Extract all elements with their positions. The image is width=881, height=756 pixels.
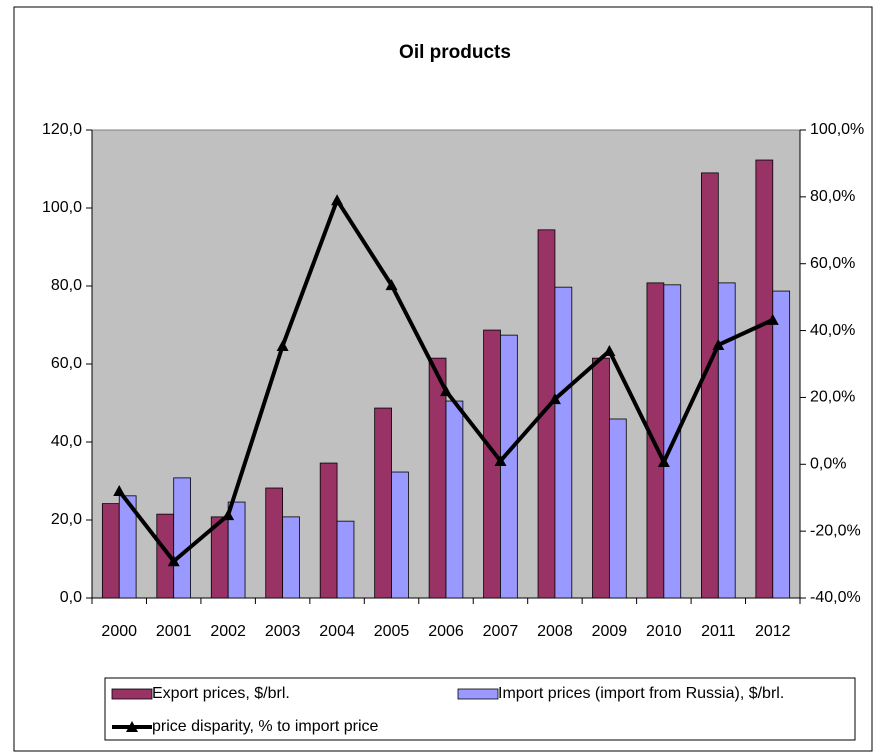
- y-tick-label: 40,0: [51, 433, 82, 450]
- y-tick-label: 60,0: [51, 355, 82, 372]
- x-tick-label: 2006: [428, 623, 464, 640]
- x-tick-label: 2007: [483, 623, 519, 640]
- line-marker: [276, 339, 289, 351]
- x-tick-label: 2005: [374, 623, 410, 640]
- bar: [592, 357, 610, 599]
- x-tick-label: 2011: [701, 623, 736, 640]
- bar: [445, 400, 464, 599]
- bar: [265, 487, 284, 599]
- x-tick-label: 2010: [646, 623, 682, 640]
- line-marker: [385, 279, 398, 291]
- y2-tick-label: -40,0%: [810, 589, 861, 606]
- y-tick-label: 120,0: [42, 121, 82, 138]
- bar: [755, 159, 774, 599]
- bar: [336, 520, 355, 599]
- x-tick-label: 2012: [755, 623, 791, 640]
- legend-label: Export prices, $/brl.: [152, 685, 290, 702]
- line-marker: [167, 555, 180, 567]
- line-marker: [712, 338, 725, 350]
- bar: [227, 501, 246, 599]
- line-marker: [657, 455, 670, 467]
- line-marker: [766, 313, 779, 325]
- y2-tick-label: 20,0%: [810, 389, 855, 406]
- bar: [772, 290, 791, 599]
- y-tick-label: 0,0: [60, 589, 82, 606]
- bar: [554, 286, 573, 599]
- legend-box: [104, 677, 856, 741]
- x-tick-label: 2000: [101, 623, 137, 640]
- bar: [282, 516, 300, 599]
- bar: [118, 495, 137, 599]
- x-tick-label: 2009: [592, 623, 628, 640]
- bar: [701, 172, 719, 599]
- bar: [173, 477, 191, 599]
- x-tick-label: 2008: [537, 623, 573, 640]
- x-tick-label: 2004: [319, 623, 355, 640]
- x-tick-label: 2001: [156, 623, 192, 640]
- bar: [101, 503, 120, 599]
- legend-marker: [126, 721, 138, 732]
- y2-tick-label: 40,0%: [810, 322, 855, 339]
- x-tick-label: 2002: [210, 623, 246, 640]
- line-marker: [331, 194, 344, 206]
- y-tick-label: 20,0: [51, 511, 82, 528]
- y2-tick-label: 60,0%: [810, 255, 855, 272]
- line-marker: [222, 509, 235, 521]
- y-tick-label: 80,0: [51, 277, 82, 294]
- bar: [374, 407, 392, 599]
- bar: [500, 334, 518, 599]
- legend-swatch: [111, 688, 153, 700]
- y2-tick-label: 100,0%: [810, 121, 864, 138]
- chart-title: Oil products: [399, 42, 511, 63]
- legend-label: Import prices (import from Russia), $/br…: [498, 685, 784, 702]
- y2-tick-label: -20,0%: [810, 522, 861, 539]
- bar: [391, 471, 409, 599]
- bar: [608, 418, 627, 599]
- legend-swatch: [457, 688, 499, 700]
- y2-tick-label: 80,0%: [810, 188, 855, 205]
- y2-tick-label: 0,0%: [810, 456, 846, 473]
- bar: [319, 462, 338, 599]
- line-marker: [603, 344, 616, 356]
- x-tick-label: 2003: [265, 623, 301, 640]
- y-tick-label: 100,0: [42, 199, 82, 216]
- line-marker: [440, 385, 452, 397]
- line-marker: [113, 485, 126, 497]
- bar: [717, 282, 736, 599]
- line-marker: [494, 454, 507, 466]
- legend-label: price disparity, % to import price: [152, 718, 379, 735]
- line-marker: [548, 393, 561, 405]
